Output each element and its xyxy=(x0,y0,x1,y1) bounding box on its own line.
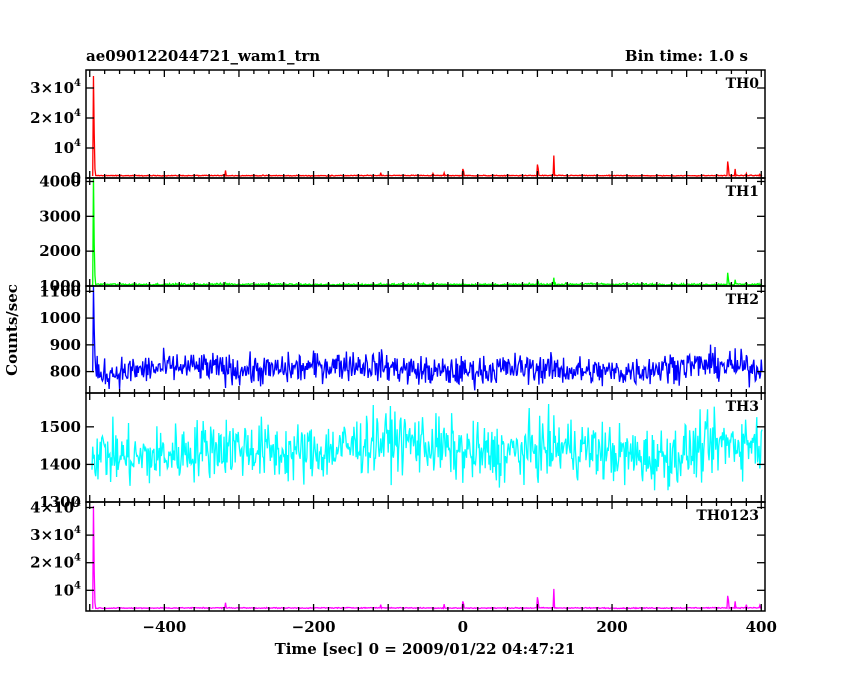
y-tick-label: 4×104 xyxy=(30,498,81,517)
y-tick-label: 2000 xyxy=(39,242,81,260)
y-tick-label: 0 xyxy=(71,169,81,187)
series-line-th3 xyxy=(91,403,763,491)
panel-frame xyxy=(85,177,766,287)
y-tick-label: 4000 xyxy=(39,172,81,190)
y-tick-label: 1300 xyxy=(39,493,81,511)
panel-th0123: 104 2×104 3×104 4×104 TH0123 xyxy=(30,498,766,612)
y-tick-label: 3000 xyxy=(39,207,81,225)
bin-time-label: Bin time: 1.0 s xyxy=(625,47,748,65)
y-tick-label: 104 xyxy=(53,580,81,599)
panels-group: 0 104 2×104 3×104 TH0 1000 2000 3000 4000 TH1 800 9… xyxy=(30,69,766,612)
panel-frame xyxy=(85,69,766,179)
y-axis-title: Counts/sec xyxy=(3,284,21,376)
y-tick-label: 1500 xyxy=(39,418,81,436)
y-tick-label: 2×104 xyxy=(30,108,81,127)
x-axis-tick-labels: −400 −200 0 200 400 xyxy=(142,618,777,636)
panel-frame xyxy=(85,501,766,612)
chart-title: ae090122044721_wam1_trn xyxy=(86,47,320,65)
x-tick-label: −200 xyxy=(292,618,336,636)
y-tick-label: 1000 xyxy=(39,277,81,295)
y-tick-label: 800 xyxy=(50,363,81,381)
y-tick-label: 104 xyxy=(53,138,81,157)
x-tick-label: 200 xyxy=(596,618,627,636)
y-tick-label: 1400 xyxy=(39,455,81,473)
x-tick-label: 0 xyxy=(458,618,468,636)
panel-th1: 1000 2000 3000 4000 TH1 xyxy=(39,172,766,295)
series-line-th1 xyxy=(91,178,763,286)
x-tick-label: −400 xyxy=(142,618,186,636)
y-tick-label: 1000 xyxy=(39,309,81,327)
series-line-th0123 xyxy=(91,506,763,610)
y-tick-label: 3×104 xyxy=(30,78,81,97)
panel-th2: 800 900 1000 1100 TH2 xyxy=(39,282,766,394)
y-tick-label: 1100 xyxy=(39,282,81,300)
series-line-th0 xyxy=(91,75,763,178)
panel-th0: 0 104 2×104 3×104 TH0 xyxy=(30,69,766,187)
panel-label: TH0123 xyxy=(696,508,759,524)
y-tick-label: 2×104 xyxy=(30,553,81,572)
panel-label: TH1 xyxy=(726,184,759,200)
x-tick-label: 400 xyxy=(746,618,777,636)
panel-label: TH0 xyxy=(726,76,760,92)
y-tick-label: 900 xyxy=(50,336,81,354)
panel-th3: 1300 1400 1500 TH3 xyxy=(39,392,766,511)
y-tick-label: 3×104 xyxy=(30,525,81,544)
series-line-th2 xyxy=(91,286,763,391)
panel-label: TH2 xyxy=(726,292,759,308)
x-axis-title: Time [sec] 0 = 2009/01/22 04:47:21 xyxy=(275,640,576,658)
panel-label: TH3 xyxy=(726,399,759,415)
